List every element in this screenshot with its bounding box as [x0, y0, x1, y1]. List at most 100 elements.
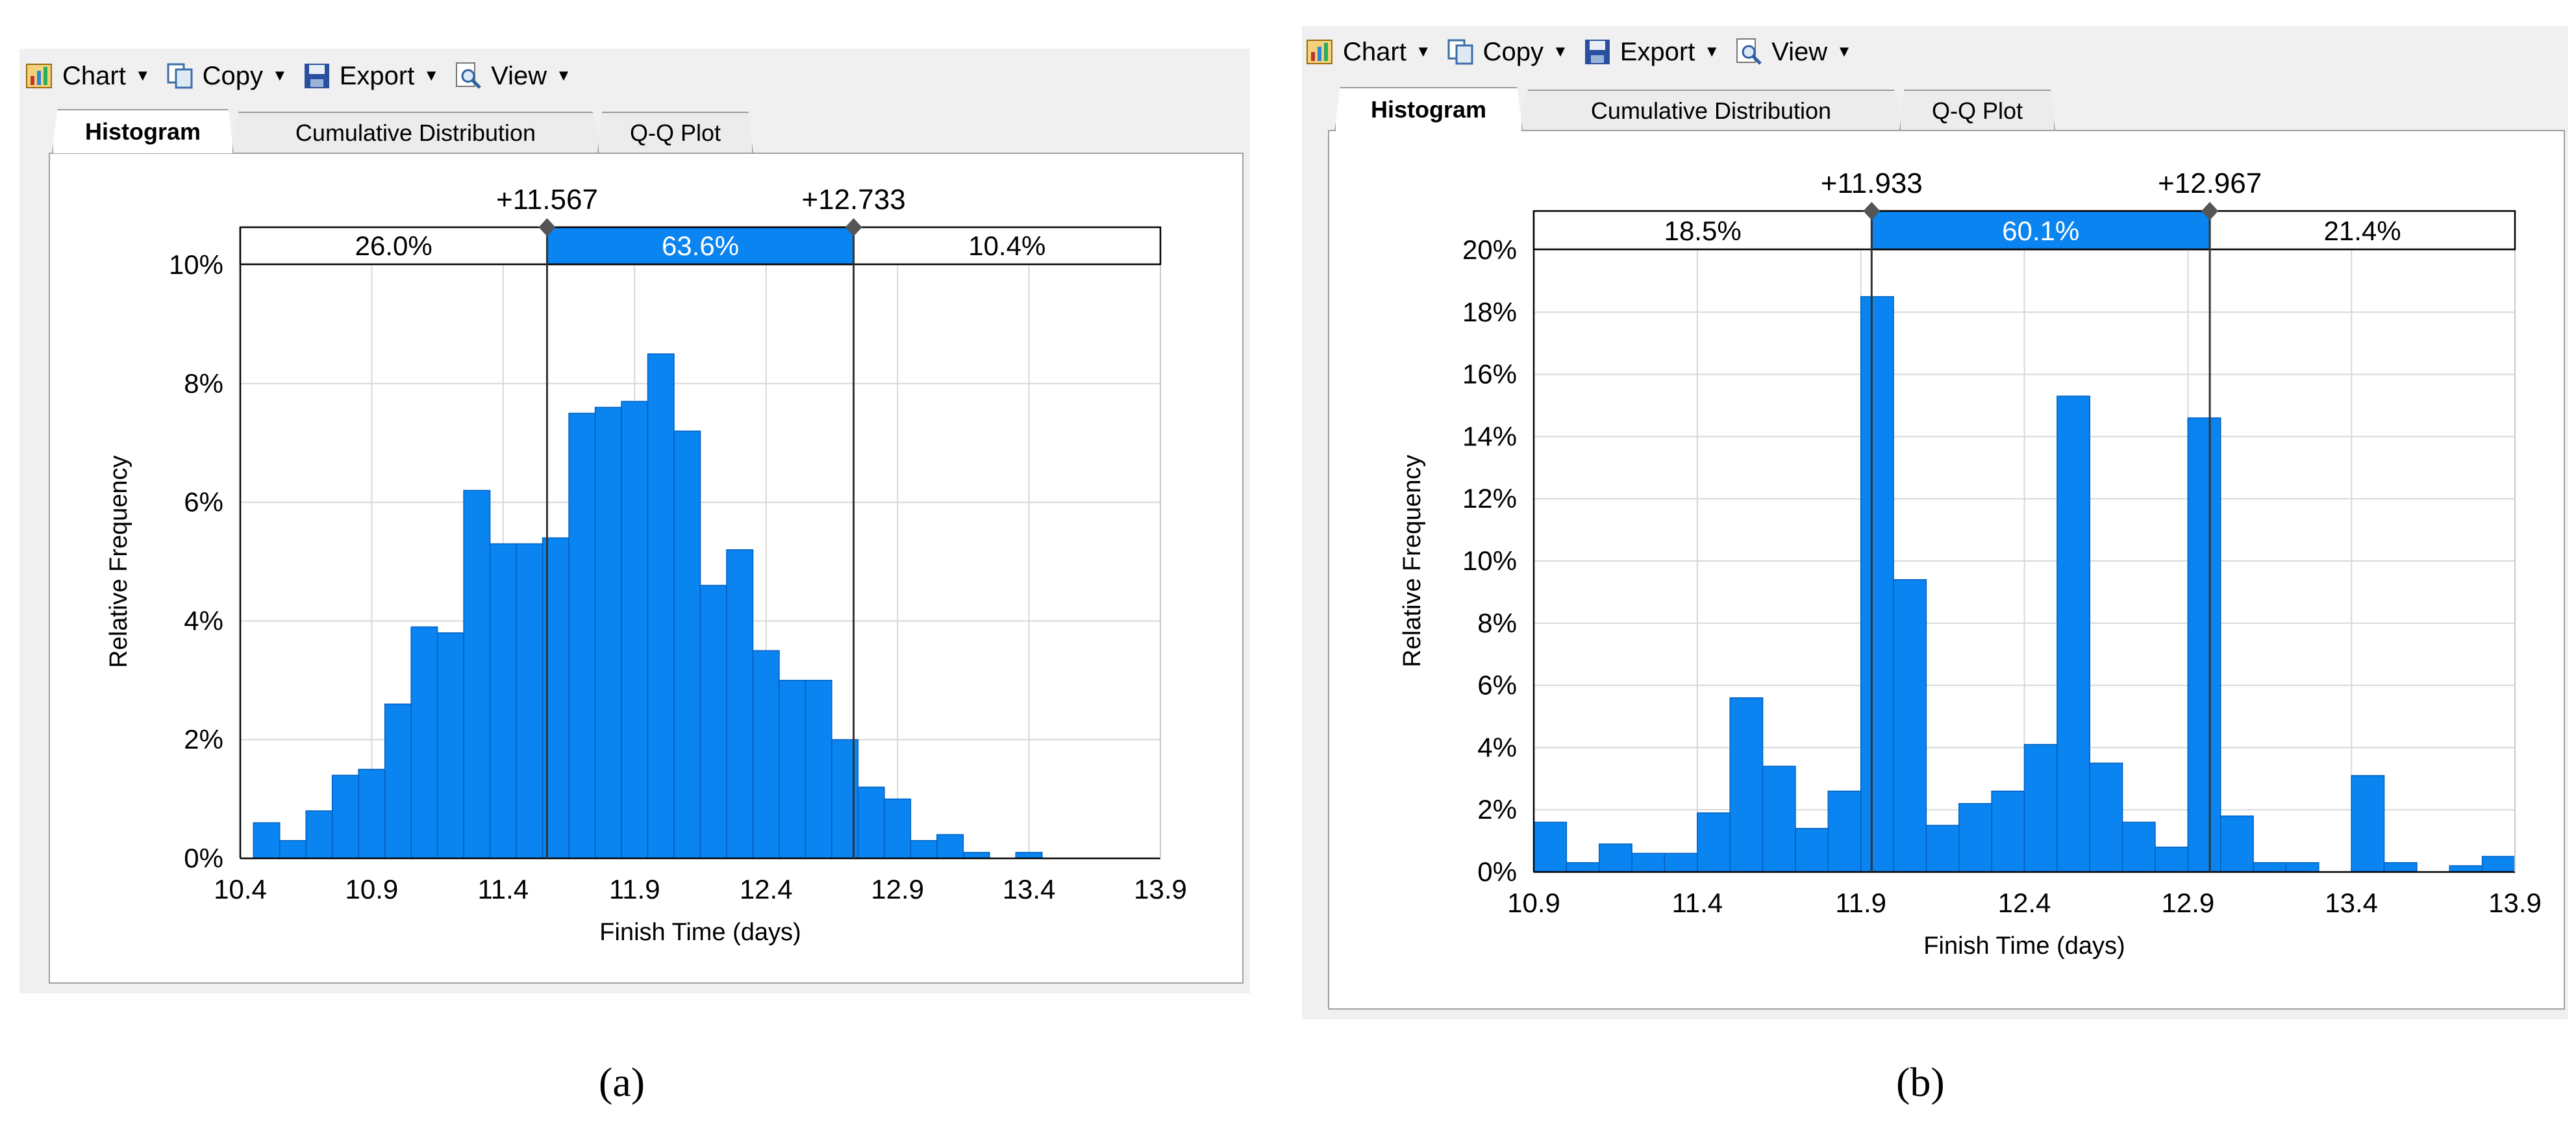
toolbar-a: Chart ▼ Copy ▼ Export ▼ View ▼	[25, 53, 586, 99]
export-menu-label: Export	[339, 61, 415, 90]
chevron-down-icon: ▼	[556, 67, 571, 84]
region-left-label: 18.5%	[1664, 216, 1742, 246]
chart-menu-label: Chart	[1343, 37, 1407, 66]
marker-handle	[845, 218, 862, 236]
x-tick-label: 12.9	[2161, 888, 2214, 918]
chart-menu-label: Chart	[62, 61, 126, 90]
histogram-bar	[1598, 843, 1632, 873]
histogram-bar	[2220, 816, 2254, 873]
x-tick-label: 10.9	[345, 874, 399, 904]
histogram-bar	[857, 786, 885, 859]
copy-menu-button[interactable]: Copy ▼	[165, 61, 288, 91]
y-tick-label: 0%	[184, 843, 223, 873]
histogram-bar	[2285, 862, 2320, 873]
save-icon	[1582, 37, 1612, 67]
chevron-down-icon: ▼	[423, 67, 440, 84]
chevron-down-icon: ▼	[1415, 43, 1431, 60]
view-menu-button[interactable]: View ▼	[1734, 37, 1852, 67]
export-menu-label: Export	[1619, 37, 1695, 66]
marker-handle	[2201, 202, 2219, 220]
y-tick-label: 4%	[184, 605, 223, 636]
export-menu-button[interactable]: Export ▼	[302, 61, 439, 91]
histogram-bar	[647, 353, 675, 859]
y-tick-label: 12%	[1462, 483, 1517, 514]
x-axis-title: Finish Time (days)	[599, 919, 801, 946]
x-tick-label: 12.4	[1998, 888, 2051, 918]
chart-menu-button[interactable]: Chart ▼	[25, 61, 151, 91]
tab-histogram[interactable]: Histogram	[1334, 87, 1523, 131]
chart-icon	[25, 61, 55, 91]
marker-label: +12.733	[801, 184, 905, 216]
histogram-bar	[2351, 775, 2385, 873]
chevron-down-icon: ▼	[134, 67, 151, 84]
marker-label: +11.933	[1821, 168, 1923, 199]
tab-cumulative-distribution[interactable]: Cumulative Distribution	[227, 112, 604, 153]
x-tick-label: 12.4	[740, 874, 793, 904]
histogram-bar	[910, 840, 938, 859]
histogram-bar	[1795, 828, 1829, 873]
x-tick-label: 11.9	[1835, 888, 1886, 918]
copy-menu-button[interactable]: Copy ▼	[1445, 37, 1568, 67]
tab-qq-plot[interactable]: Q-Q Plot	[597, 112, 753, 153]
histogram-bar	[2155, 846, 2189, 873]
region-middle-label: 60.1%	[2002, 216, 2079, 246]
y-axis-title: Relative Frequency	[1399, 454, 1426, 667]
region-right-label: 10.4%	[968, 230, 1045, 261]
histogram-bar	[1664, 853, 1698, 873]
x-tick-label: 13.4	[1003, 874, 1056, 904]
view-menu-label: View	[1771, 37, 1828, 66]
tab-qq-plot[interactable]: Q-Q Plot	[1899, 90, 2055, 131]
y-tick-label: 6%	[184, 487, 223, 517]
histogram-bar	[1827, 790, 1862, 873]
histogram-bar	[1860, 296, 1894, 873]
x-tick-label: 10.9	[1507, 888, 1560, 918]
histogram-bar	[936, 834, 964, 859]
region-right-label: 21.4%	[2323, 216, 2401, 246]
histogram-bar	[1533, 821, 1568, 873]
y-tick-label: 16%	[1462, 359, 1517, 390]
histogram-bar	[1762, 766, 1796, 873]
tab-histogram[interactable]: Histogram	[52, 109, 234, 153]
histogram-bar	[2253, 862, 2287, 873]
magnifier-icon	[453, 61, 483, 91]
histogram-bar	[2481, 856, 2516, 873]
x-tick-label: 12.9	[871, 874, 924, 904]
histogram-bar	[410, 626, 438, 859]
histogram-bar	[779, 680, 807, 859]
y-tick-label: 20%	[1462, 234, 1517, 265]
view-menu-button[interactable]: View ▼	[453, 61, 571, 91]
export-menu-button[interactable]: Export ▼	[1582, 37, 1719, 67]
marker-label: +11.567	[496, 184, 598, 216]
histogram-bar	[305, 810, 333, 859]
y-tick-label: 4%	[1477, 732, 1517, 762]
chevron-down-icon: ▼	[271, 67, 288, 84]
y-tick-label: 6%	[1477, 670, 1517, 701]
region-left-label: 26.0%	[355, 230, 432, 261]
x-axis-title: Finish Time (days)	[1923, 932, 2125, 960]
save-icon	[302, 61, 332, 91]
chevron-down-icon: ▼	[1552, 43, 1568, 60]
x-tick-label: 11.9	[609, 874, 660, 904]
x-tick-label: 13.9	[2488, 888, 2542, 918]
histogram-bar	[2057, 395, 2090, 873]
histogram-bar	[805, 680, 832, 859]
x-tick-label: 13.4	[2325, 888, 2378, 918]
histogram-bar	[884, 798, 912, 859]
tabs-a: Histogram Cumulative Distribution Q-Q Pl…	[52, 109, 753, 155]
histogram-bar	[1729, 697, 1764, 873]
marker-handle	[1863, 202, 1881, 220]
chevron-down-icon: ▼	[1704, 43, 1720, 60]
chart-menu-button[interactable]: Chart ▼	[1305, 37, 1431, 67]
histogram-bar	[673, 430, 701, 859]
y-tick-label: 0%	[1477, 856, 1517, 887]
histogram-bar	[1958, 803, 1992, 873]
histogram-bar	[1697, 812, 1731, 873]
y-tick-label: 18%	[1462, 297, 1517, 327]
histogram-bar	[2023, 743, 2058, 873]
y-tick-label: 10%	[169, 249, 223, 280]
y-axis-title: Relative Frequency	[105, 455, 132, 667]
marker-handle	[538, 218, 556, 236]
tab-cumulative-distribution[interactable]: Cumulative Distribution	[1516, 90, 1906, 131]
